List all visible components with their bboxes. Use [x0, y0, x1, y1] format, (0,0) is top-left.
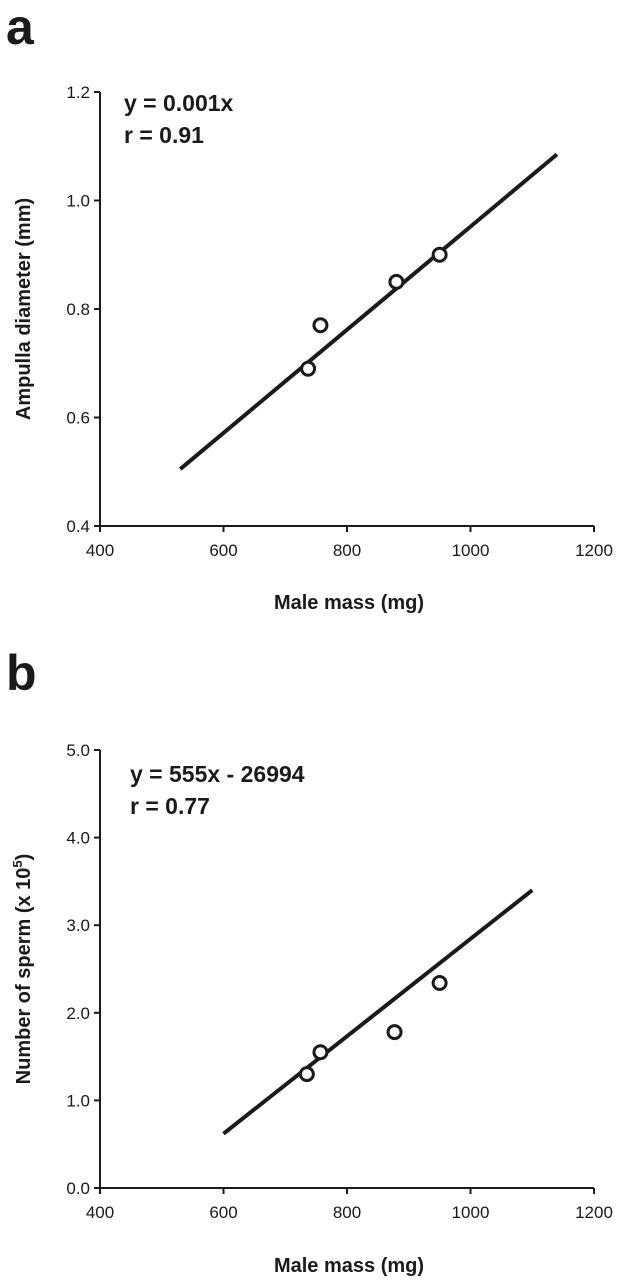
- regression-equation: y = 555x - 26994: [130, 761, 305, 787]
- data-point: [298, 1066, 315, 1083]
- data-point: [386, 1024, 403, 1041]
- data-point: [300, 360, 317, 377]
- y-axis-title-exponent: 5: [10, 860, 25, 867]
- y-tick-label: 0.4: [66, 517, 90, 536]
- data-point: [431, 246, 448, 263]
- chart-panel-a: 0.4 0.6 0.8 1.0 1.2 400 600 800 1000 1200 Male mas…: [13, 83, 613, 614]
- panel-letter-b: b: [6, 645, 37, 701]
- correlation-coefficient: r = 0.77: [130, 793, 210, 819]
- y-tick-label: 0.8: [66, 300, 90, 319]
- x-tick-label: 1000: [452, 1203, 490, 1222]
- data-point: [431, 975, 448, 992]
- y-tick-label: 4.0: [66, 829, 90, 848]
- x-tick-label: 800: [333, 541, 361, 560]
- x-tick-label: 1200: [575, 1203, 613, 1222]
- y-axis-title: Ampulla diameter (mm): [13, 198, 35, 420]
- y-tick-label: 5.0: [66, 741, 90, 760]
- y-axis-title: Number of sperm (x 105): [10, 854, 35, 1085]
- x-tick-label: 400: [86, 541, 114, 560]
- correlation-coefficient: r = 0.91: [124, 122, 204, 148]
- regression-equation: y = 0.001x: [124, 90, 234, 116]
- x-tick-label: 400: [86, 1203, 114, 1222]
- data-point: [388, 273, 405, 290]
- regression-line: [178, 152, 559, 471]
- x-axis-title: Male mass (mg): [274, 1255, 424, 1277]
- x-axis-title: Male mass (mg): [274, 592, 424, 614]
- x-tick-label: 600: [209, 1203, 237, 1222]
- panel-letter-a: a: [6, 0, 35, 55]
- data-point: [312, 317, 329, 334]
- y-tick-label: 3.0: [66, 916, 90, 935]
- y-tick-label: 0.0: [66, 1179, 90, 1198]
- data-point: [312, 1044, 329, 1061]
- x-tick-label: 600: [209, 541, 237, 560]
- x-tick-label: 800: [333, 1203, 361, 1222]
- x-tick-label: 1000: [452, 541, 490, 560]
- chart-panel-b: 0.0 1.0 2.0 3.0 4.0 5.0 400 600 800 1000 1200 Male …: [10, 741, 613, 1277]
- y-tick-label: 1.0: [66, 192, 90, 211]
- x-tick-label: 1200: [575, 541, 613, 560]
- y-tick-label: 1.0: [66, 1091, 90, 1110]
- y-tick-label: 2.0: [66, 1004, 90, 1023]
- regression-line: [222, 888, 534, 1136]
- y-tick-label: 0.6: [66, 409, 90, 428]
- y-tick-label: 1.2: [66, 83, 90, 102]
